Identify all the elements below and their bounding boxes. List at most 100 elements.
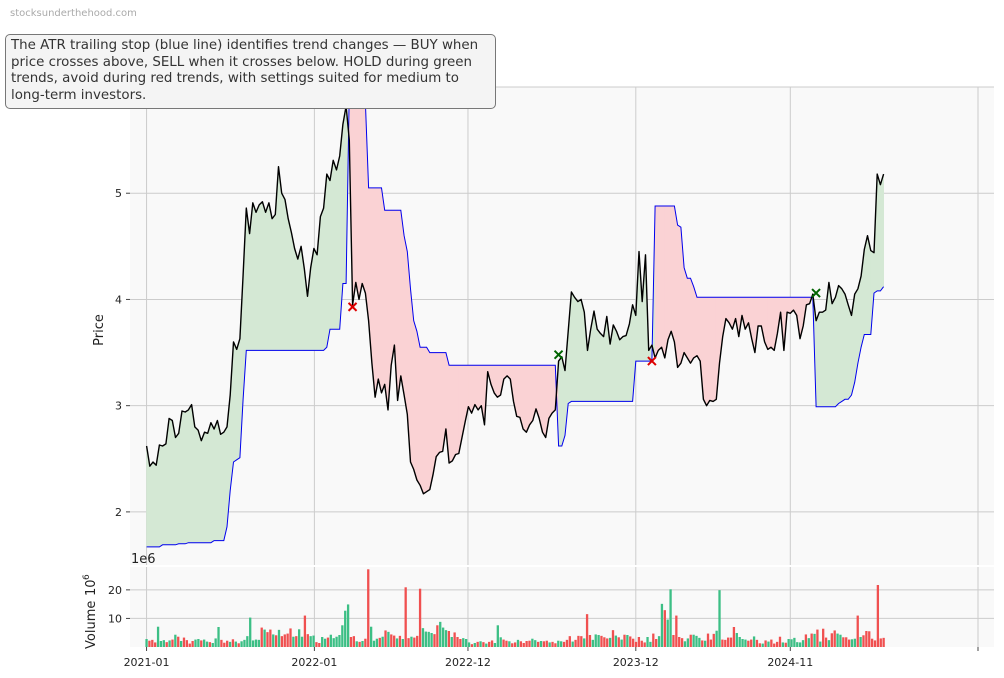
bull-trend-fill: [188, 403, 192, 543]
volume-bar: [162, 640, 165, 647]
volume-bar: [249, 617, 252, 647]
volume-bar: [882, 637, 885, 647]
volume-bar: [836, 633, 839, 647]
volume-bar: [496, 625, 499, 647]
bear-trend-fill: [426, 346, 431, 493]
volume-bar: [712, 633, 715, 647]
volume-bar: [703, 640, 707, 647]
bull-trend-fill: [181, 410, 186, 545]
volume-bar: [741, 639, 744, 647]
volume-bar: [332, 638, 335, 647]
bull-trend-fill: [835, 285, 839, 408]
volume-bar: [145, 639, 148, 647]
volume-bar: [292, 636, 295, 647]
volume-bar: [706, 633, 710, 647]
volume-bar: [675, 615, 678, 647]
volume-bar: [701, 640, 704, 647]
buy-marker-stroke: [811, 288, 821, 298]
bull-trend-fill: [571, 290, 575, 402]
sell-marker: [647, 356, 657, 366]
bull-trend-fill: [577, 298, 582, 402]
bear-trend-fill: [378, 187, 382, 393]
volume-bar: [773, 643, 776, 647]
volume-bar: [208, 642, 212, 647]
volume-bar: [240, 641, 243, 647]
volume-bar: [614, 635, 618, 647]
volume-bar: [870, 638, 874, 647]
volume-bar: [375, 638, 379, 647]
bull-trend-fill: [329, 160, 334, 330]
volume-bar: [767, 641, 770, 647]
volume-bar: [750, 639, 753, 647]
volume-bar: [156, 626, 160, 647]
volume-bar: [395, 638, 399, 647]
volume-bar: [778, 636, 782, 647]
volume-bar: [372, 640, 376, 647]
volume-bar: [456, 637, 459, 647]
bear-trend-fill: [548, 365, 553, 420]
volume-bar: [591, 639, 594, 647]
volume-bar: [727, 637, 730, 647]
volume-bar: [280, 636, 284, 647]
x-tick-label: 2023-12: [613, 656, 659, 669]
volume-bar: [185, 640, 189, 647]
volume-bar: [214, 638, 217, 647]
volume-bar: [254, 639, 258, 647]
volume-bar: [220, 639, 223, 647]
volume-bar: [623, 634, 626, 647]
bull-trend-fill: [175, 432, 180, 546]
volume-bar: [436, 625, 439, 647]
bear-trend-fill: [413, 320, 418, 481]
volume-y-axis-label-text: Volume: [84, 601, 99, 649]
bear-trend-fill: [384, 209, 389, 410]
volume-bar: [410, 636, 413, 647]
price-y-tick-label: 3: [115, 400, 122, 413]
volume-bar: [856, 615, 859, 647]
volume-bar: [326, 637, 330, 647]
volume-bar: [787, 639, 790, 647]
volume-bar: [551, 641, 554, 647]
volume-bar: [873, 640, 877, 647]
volume-bar: [344, 610, 347, 647]
volume-bar: [793, 637, 796, 647]
atr-trailing-stop-line: [146, 89, 884, 548]
volume-bar: [657, 636, 661, 647]
volume-bar: [303, 615, 307, 647]
volume-bar: [228, 641, 232, 647]
volume-bar: [182, 637, 186, 647]
volume-bar: [548, 642, 551, 647]
volume-bar: [531, 638, 534, 647]
x-axis-ticks: 2021-01 2022-01 2022-12 2023-12 2024-11: [124, 647, 979, 669]
volume-bar: [516, 639, 520, 647]
bull-trend-fill: [255, 204, 260, 351]
volume-bar: [416, 635, 419, 647]
volume-bar: [341, 625, 344, 647]
bull-trend-fill: [268, 202, 273, 351]
bear-trend-fill: [400, 210, 405, 396]
bull-trend-fill: [207, 422, 212, 543]
volume-bar: [467, 642, 471, 647]
bull-trend-fill: [287, 218, 292, 351]
volume-bar: [522, 643, 525, 647]
bear-trend-fill: [435, 352, 440, 458]
volume-bar: [349, 637, 353, 647]
bull-trend-fill: [197, 430, 202, 543]
volume-bar: [231, 639, 235, 647]
volume-bar: [845, 637, 848, 647]
volume-bar: [678, 637, 681, 647]
volume-bar: [758, 643, 761, 647]
volume-bar: [424, 631, 427, 647]
volume-bar: [775, 641, 779, 647]
bull-trend-fill: [831, 297, 836, 408]
bear-trend-fill: [757, 297, 762, 327]
bull-trend-fill: [220, 431, 225, 541]
volume-bar: [816, 629, 819, 647]
volume-bar: [272, 634, 275, 647]
volume-bar: [784, 642, 787, 647]
volume-bar: [801, 640, 805, 647]
volume-bar: [335, 636, 338, 647]
bear-trend-fill: [667, 205, 672, 340]
volume-y-axis-label: Volume 10 6: [82, 574, 99, 649]
volume-bar: [660, 603, 664, 647]
bull-trend-fill: [616, 331, 621, 402]
